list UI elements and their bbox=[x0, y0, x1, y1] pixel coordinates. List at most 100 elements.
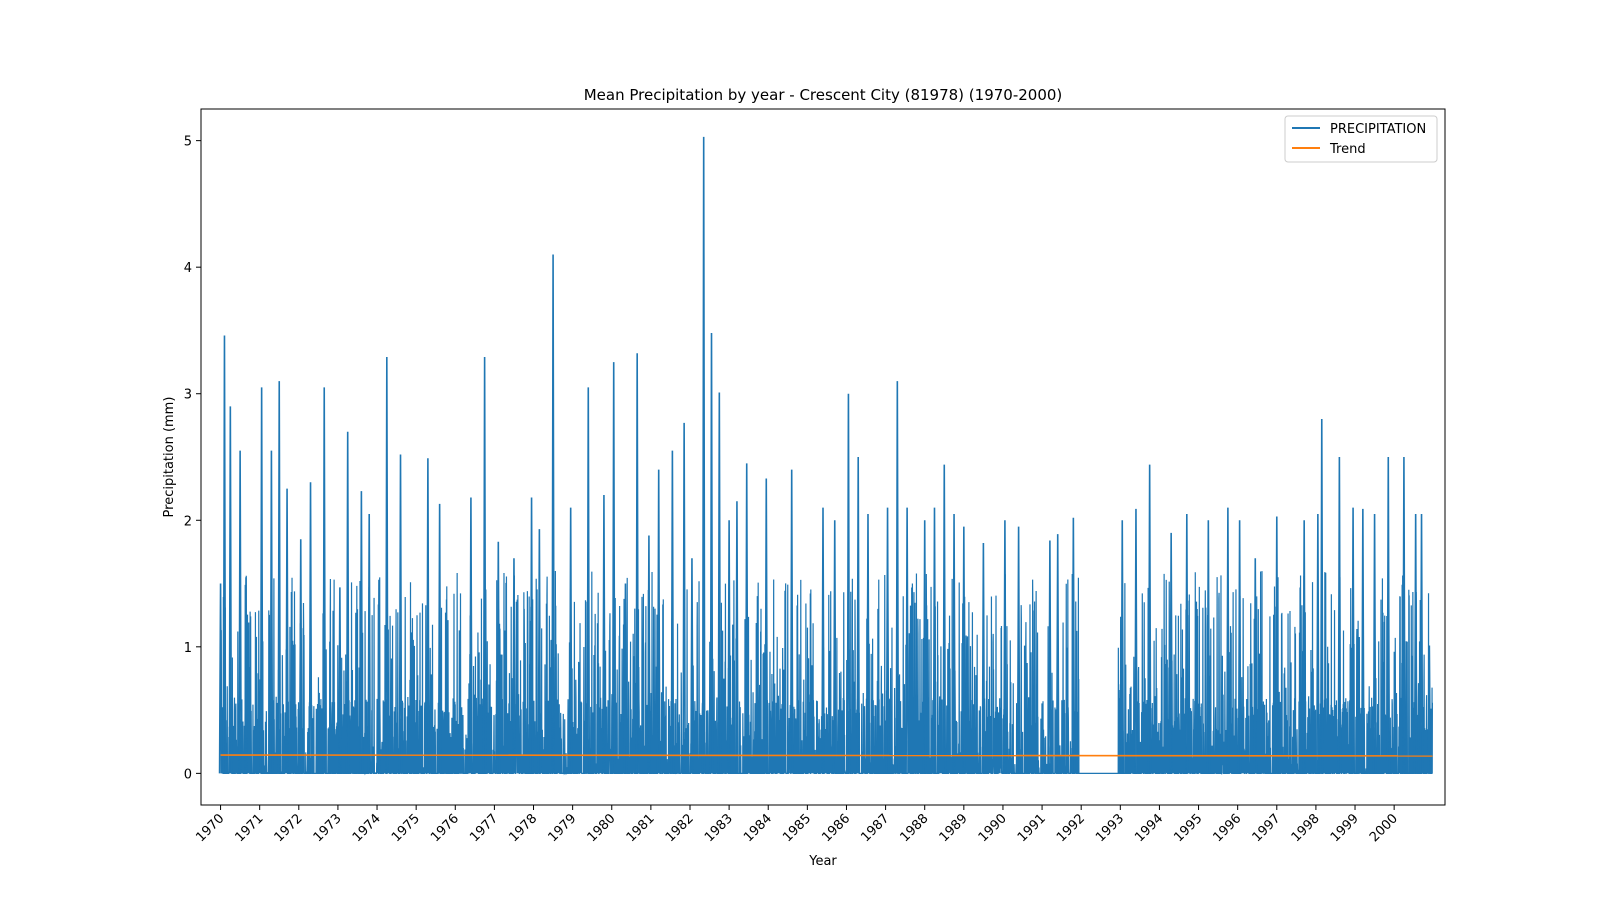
precipitation-peak bbox=[846, 393, 851, 774]
plot-data-layer bbox=[218, 136, 1433, 776]
precipitation-peak bbox=[701, 136, 706, 774]
x-tick-label: 1978 bbox=[506, 811, 540, 845]
precipitation-peak bbox=[1206, 520, 1211, 774]
precipitation-peak bbox=[1386, 456, 1391, 774]
legend-label-trend: Trend bbox=[1329, 142, 1366, 157]
precipitation-peak bbox=[269, 450, 274, 774]
x-tick-label: 1979 bbox=[545, 811, 579, 845]
precipitation-peak bbox=[727, 520, 731, 774]
precipitation-peak bbox=[568, 507, 573, 774]
x-axis: 1970 1971 1972 1973 1974 1975 1976 1977 1978 1979… bbox=[193, 805, 1401, 845]
precipitation-peak bbox=[1337, 456, 1342, 774]
precipitation-peak bbox=[735, 501, 739, 774]
legend-frame bbox=[1284, 115, 1438, 163]
x-tick-label: 1975 bbox=[389, 811, 423, 845]
precipitation-peak bbox=[1351, 507, 1355, 774]
precipitation-peak bbox=[717, 392, 722, 774]
precipitation-peak bbox=[647, 535, 651, 774]
precipitation-peak bbox=[832, 520, 837, 774]
precipitation-peak bbox=[259, 387, 264, 774]
precipitation-peak bbox=[1419, 513, 1424, 774]
precipitation-peak bbox=[1427, 645, 1432, 774]
precipitation-peak bbox=[962, 526, 966, 774]
x-tick-label: 1990 bbox=[976, 811, 1010, 845]
precipitation-peak bbox=[537, 529, 542, 774]
x-tick-label: 1993 bbox=[1093, 811, 1127, 845]
precipitation-peak bbox=[1274, 516, 1279, 774]
y-tick-label: 0 bbox=[184, 767, 192, 782]
x-tick-label: 1980 bbox=[585, 811, 619, 845]
x-tick-label: 1991 bbox=[1015, 811, 1049, 845]
precipitation-peak bbox=[1237, 520, 1242, 774]
precipitation-peak bbox=[1147, 464, 1152, 774]
precipitation-peak bbox=[426, 458, 430, 774]
precipitation-peak bbox=[482, 357, 487, 774]
precipitation-peak bbox=[932, 507, 937, 774]
precipitation-peak bbox=[512, 558, 516, 774]
x-tick-label: 1984 bbox=[741, 811, 775, 845]
precipitation-peak bbox=[789, 469, 794, 774]
x-tick-label: 1973 bbox=[311, 811, 345, 845]
x-tick-label: 1999 bbox=[1328, 811, 1362, 845]
precipitation-peak bbox=[1372, 513, 1377, 774]
precipitation-peak bbox=[922, 520, 927, 774]
y-tick-label: 4 bbox=[184, 261, 192, 276]
x-tick-label: 1989 bbox=[937, 811, 971, 845]
precipitation-peak bbox=[529, 497, 534, 774]
x-tick-label: 1972 bbox=[272, 811, 306, 845]
y-axis-label: Precipitation (mm) bbox=[162, 397, 177, 518]
precipitation-peak bbox=[1134, 508, 1138, 774]
x-tick-label: 1983 bbox=[702, 811, 736, 845]
y-tick-label: 1 bbox=[184, 641, 192, 656]
precipitation-peak bbox=[1319, 419, 1324, 774]
precipitation-peak bbox=[1302, 520, 1306, 774]
legend-label-precipitation: PRECIPITATION bbox=[1330, 122, 1426, 137]
precipitation-peak bbox=[1253, 558, 1258, 774]
y-tick-label: 5 bbox=[184, 135, 192, 150]
precipitation-peak bbox=[1071, 517, 1076, 774]
precipitation-peak bbox=[377, 579, 381, 774]
x-tick-label: 1974 bbox=[350, 811, 384, 845]
precipitation-line bbox=[219, 570, 1433, 776]
precipitation-peak bbox=[1402, 456, 1406, 774]
precipitation-peak bbox=[1226, 507, 1230, 774]
precipitation-peak bbox=[764, 478, 769, 774]
y-tick-label: 2 bbox=[184, 514, 192, 529]
trend-line bbox=[220, 754, 1433, 757]
precipitation-peak bbox=[1120, 520, 1125, 774]
precipitation-peak bbox=[496, 541, 501, 774]
x-tick-label: 1976 bbox=[428, 811, 462, 845]
chart-title: Mean Precipitation by year - Crescent Ci… bbox=[584, 86, 1063, 104]
precipitation-peak bbox=[218, 583, 223, 774]
precipitation-peak bbox=[895, 381, 900, 774]
precipitation-peak bbox=[551, 254, 555, 774]
precipitation-peak bbox=[244, 577, 248, 774]
precipitation-peak bbox=[682, 422, 686, 774]
precipitation-peak bbox=[885, 507, 890, 774]
precipitation-peak bbox=[338, 587, 342, 774]
precipitation-peak bbox=[1055, 534, 1060, 774]
x-tick-label: 1992 bbox=[1054, 811, 1088, 845]
precipitation-peak bbox=[1316, 513, 1320, 774]
x-tick-label: 1995 bbox=[1171, 811, 1205, 845]
precipitation-peak bbox=[277, 381, 282, 774]
x-tick-label: 2000 bbox=[1367, 811, 1401, 845]
precipitation-peak bbox=[1016, 526, 1021, 774]
precipitation-peak bbox=[385, 357, 389, 774]
precipitation-peak bbox=[1185, 513, 1189, 774]
precipitation-peak bbox=[469, 497, 473, 774]
precipitation-peak bbox=[709, 332, 714, 774]
precipitation-peak bbox=[856, 456, 861, 774]
precipitation-peak bbox=[285, 488, 289, 774]
x-tick-label: 1994 bbox=[1132, 811, 1166, 845]
precipitation-peak bbox=[744, 463, 749, 774]
precipitation-peak bbox=[398, 454, 403, 774]
precipitation-peak bbox=[611, 362, 616, 774]
precipitation-peak bbox=[635, 353, 639, 774]
precipitation-peak bbox=[690, 558, 694, 774]
x-tick-label: 1988 bbox=[898, 811, 932, 845]
x-tick-label: 1985 bbox=[780, 811, 814, 845]
precipitation-peak bbox=[602, 494, 606, 774]
precipitation-peak bbox=[228, 406, 233, 774]
